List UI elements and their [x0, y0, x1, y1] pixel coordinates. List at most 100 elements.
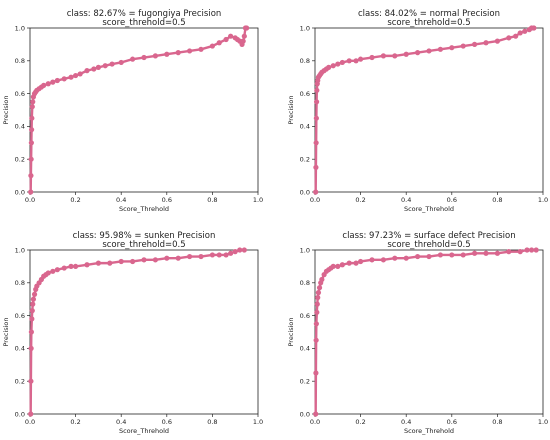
data-point	[313, 99, 320, 105]
data-point	[29, 308, 35, 314]
x-tick-label: 0.4	[401, 418, 411, 426]
data-point	[228, 33, 234, 39]
data-point	[313, 140, 319, 146]
data-point	[54, 77, 60, 84]
data-point	[314, 309, 320, 315]
data-point	[95, 260, 101, 266]
data-point	[228, 250, 234, 256]
data-point	[335, 61, 341, 67]
data-point	[314, 301, 320, 307]
y-tick-label: 0.8	[300, 57, 310, 65]
y-tick-label: 1.0	[300, 24, 310, 32]
data-point	[28, 127, 35, 133]
data-point	[241, 247, 247, 253]
y-axis-label: Precision	[287, 317, 295, 346]
data-point	[77, 71, 83, 77]
y-axis-label: Precision	[2, 95, 10, 124]
data-point	[460, 252, 466, 258]
data-point	[494, 38, 500, 44]
plot-frame	[314, 27, 544, 193]
y-tick-label: 0.6	[300, 312, 310, 320]
data-point	[73, 263, 79, 269]
x-tick-label: 0.4	[116, 418, 126, 426]
data-point	[517, 30, 523, 36]
data-point	[369, 257, 375, 263]
data-point	[369, 54, 375, 61]
chart-panel-2: class: 84.02% = normal Precisionscore_th…	[287, 9, 548, 213]
data-point	[118, 59, 124, 66]
y-tick-label: 0.6	[300, 90, 310, 98]
data-point	[353, 58, 359, 64]
plot-frame	[29, 249, 259, 415]
data-point	[30, 99, 36, 105]
data-point	[380, 53, 386, 59]
data-point	[449, 45, 455, 51]
data-point	[198, 46, 204, 52]
data-point	[152, 257, 158, 263]
data-point	[244, 25, 250, 31]
chart-title: class: 95.98% = sunken Precision	[73, 231, 216, 241]
data-point	[494, 250, 500, 256]
chart-panel-1: class: 82.67% = fugongiya Precisionscore…	[2, 9, 263, 213]
y-tick-label: 0.6	[15, 90, 25, 98]
data-point	[54, 267, 60, 273]
chart-title: class: 84.02% = normal Precision	[358, 9, 500, 19]
data-point	[68, 263, 74, 269]
data-point	[531, 25, 537, 31]
data-point	[426, 48, 432, 54]
data-point	[216, 252, 222, 258]
y-tick-label: 1.0	[15, 246, 25, 254]
y-tick-label: 1.0	[300, 246, 310, 254]
data-point	[28, 329, 34, 335]
y-axis-label: Precision	[287, 95, 295, 124]
data-point	[524, 247, 530, 253]
data-point	[316, 285, 323, 291]
data-point	[30, 301, 36, 307]
x-tick-label: 1.0	[538, 418, 548, 426]
x-tick-label: 0.8	[492, 418, 502, 426]
data-point	[28, 173, 34, 179]
y-tick-label: 0.8	[15, 57, 25, 65]
data-point	[313, 321, 319, 327]
x-tick-label: 1.0	[538, 196, 548, 204]
series-line	[29, 26, 248, 194]
data-point	[28, 345, 34, 351]
data-point	[449, 252, 455, 258]
data-point	[346, 260, 352, 266]
data-point	[315, 294, 321, 301]
chart-panel-4: class: 97.23% = surface defect Precision…	[287, 231, 548, 435]
x-tick-label: 1.0	[253, 418, 263, 426]
y-tick-label: 0.0	[300, 188, 310, 196]
x-axis-label: Score_Threhold	[404, 427, 454, 435]
x-tick-label: 0.8	[207, 418, 217, 426]
data-point	[472, 250, 478, 256]
data-point	[403, 255, 409, 261]
data-point	[175, 50, 181, 56]
data-point	[130, 258, 136, 265]
data-point	[313, 189, 319, 195]
data-point	[223, 36, 229, 43]
series-line	[314, 26, 536, 194]
data-point	[319, 276, 325, 283]
x-tick-label: 0.4	[116, 196, 126, 204]
data-point	[50, 268, 56, 274]
data-point	[118, 258, 124, 265]
x-axis-label: Score_Threhold	[404, 205, 454, 213]
data-point	[415, 253, 421, 260]
data-point	[529, 247, 535, 253]
plot-frame	[314, 249, 544, 415]
data-point	[30, 296, 37, 302]
x-axis-label: Score_Threhold	[119, 427, 169, 435]
x-tick-label: 0.8	[492, 196, 502, 204]
y-tick-label: 0.2	[300, 378, 310, 386]
x-tick-label: 0.6	[447, 418, 457, 426]
y-tick-label: 0.8	[15, 279, 25, 287]
data-point	[380, 257, 386, 263]
data-point	[392, 53, 398, 59]
data-point	[73, 72, 79, 79]
chart-title: class: 97.23% = surface defect Precision	[342, 231, 515, 241]
y-tick-label: 0.4	[15, 123, 25, 131]
x-tick-label: 0.0	[310, 196, 320, 204]
y-tick-label: 0.6	[15, 312, 25, 320]
data-point	[472, 41, 478, 48]
